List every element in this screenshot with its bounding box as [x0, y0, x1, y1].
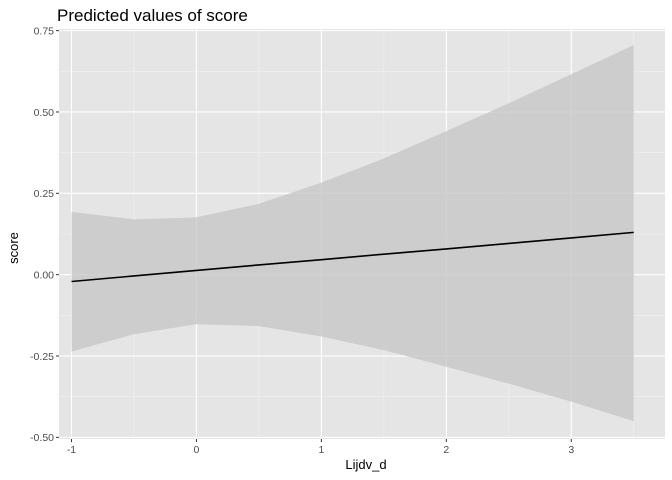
y-axis-title: score: [6, 232, 21, 264]
x-tick-label: 3: [568, 444, 574, 456]
y-axis: -0.50 -0.25 0.00 0.25 0.50 0.75: [30, 25, 59, 444]
x-tick-label: 1: [318, 444, 324, 456]
x-axis: -1 0 1 2 3: [67, 439, 574, 456]
y-tick-label: 0.75: [34, 25, 55, 37]
x-tick-label: 2: [443, 444, 449, 456]
predicted-line: [71, 231, 634, 283]
confidence-ribbon: [71, 44, 634, 422]
x-axis-title: Lijdv_d: [345, 457, 386, 472]
plot-panel: [59, 29, 665, 439]
chart-title: Predicted values of score: [57, 6, 248, 25]
y-tick-label: 0.25: [34, 188, 55, 200]
y-tick-label: 0.50: [34, 107, 55, 119]
x-tick-label: 0: [194, 444, 200, 456]
x-tick-label: -1: [67, 444, 76, 456]
y-tick-label: -0.25: [30, 351, 54, 363]
y-tick-label: 0.00: [34, 269, 55, 281]
y-tick-label: -0.50: [30, 432, 54, 444]
